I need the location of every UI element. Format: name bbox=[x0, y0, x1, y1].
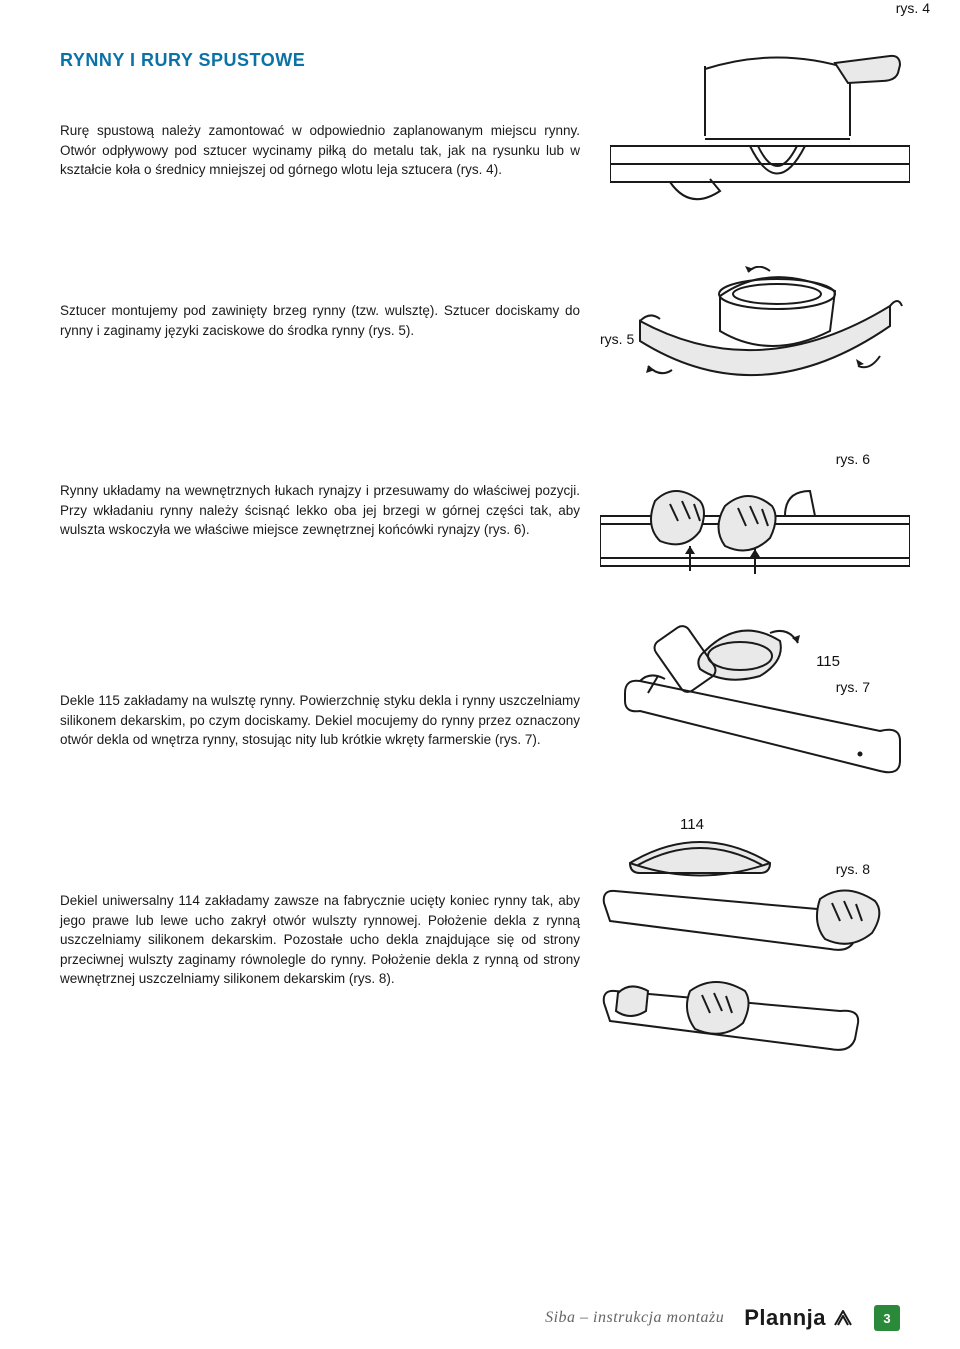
fig6-label: rys. 6 bbox=[836, 451, 870, 467]
fig7-illustration bbox=[610, 621, 910, 811]
footer: Siba – instrukcja montażu Plannja 3 bbox=[60, 1305, 900, 1331]
brand-mark-icon bbox=[832, 1307, 854, 1329]
fig8-illustration bbox=[600, 881, 910, 1081]
section-2-text: Sztucer montujemy pod zawinięty brzeg ry… bbox=[60, 301, 580, 340]
fig6-illustration bbox=[600, 476, 910, 616]
footer-brand-text: Plannja bbox=[744, 1305, 826, 1331]
section-1-text: Rurę spustową należy zamontować w odpowi… bbox=[60, 121, 580, 180]
fig8-cap-illustration bbox=[620, 833, 780, 879]
fig5-illustration bbox=[620, 266, 910, 416]
page-number-badge: 3 bbox=[874, 1305, 900, 1331]
section-4: 115 rys. 7 Dekle 115 zakładamy na wulszt… bbox=[60, 691, 900, 801]
section-2: Sztucer montujemy pod zawinięty brzeg ry… bbox=[60, 301, 900, 411]
section-1: Rurę spustową należy zamontować w odpowi… bbox=[60, 121, 900, 231]
section-4-text: Dekle 115 zakładamy na wulsztę rynny. Po… bbox=[60, 691, 580, 750]
footer-brand-logo: Plannja bbox=[744, 1305, 854, 1331]
fig8-dim: 114 bbox=[680, 816, 704, 833]
fig8-label: rys. 8 bbox=[836, 861, 870, 877]
footer-script-text: Siba – instrukcja montażu bbox=[545, 1309, 724, 1327]
section-3-text: Rynny układamy na wewnętrznych łukach ry… bbox=[60, 481, 580, 540]
page: rys. 4 RYNNY I RURY SPUSTOWE Rurę spusto… bbox=[0, 0, 960, 1349]
section-3: rys. 6 Rynny układamy na wewnętrznych łu… bbox=[60, 481, 900, 591]
section-5-text: Dekiel uniwersalny 114 zakładamy zawsze … bbox=[60, 891, 580, 989]
fig4-label: rys. 4 bbox=[896, 0, 930, 16]
fig4-illustration bbox=[610, 51, 910, 241]
section-5: 114 rys. 8 Dekiel uniwersalny 114 zakład… bbox=[60, 891, 900, 1001]
